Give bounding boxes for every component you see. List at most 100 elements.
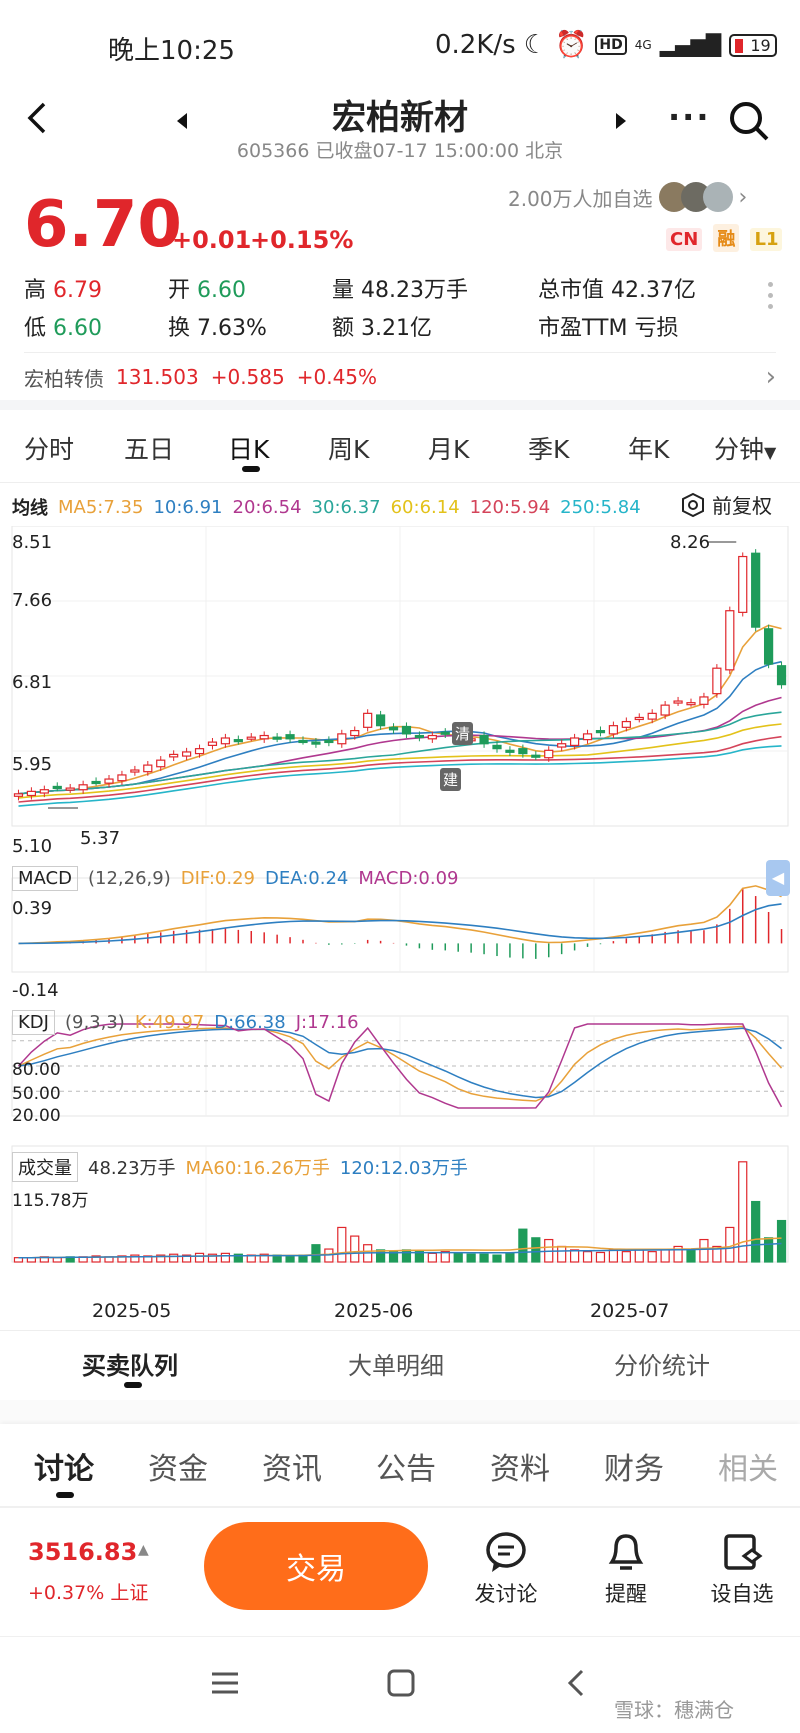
back-nav-icon[interactable] [566, 1668, 586, 1702]
trade-button[interactable]: 交易 [204, 1522, 428, 1610]
tab-announcements[interactable]: 公告 [376, 1452, 436, 1487]
tab-minute[interactable]: 分钟▼ [714, 435, 777, 464]
ma-20: 20:6.54 [232, 496, 302, 518]
add-watchlist-button[interactable]: 设自选 [706, 1530, 778, 1608]
last-price: 6.70 [24, 188, 182, 262]
volume-bar [582, 1251, 593, 1263]
hd-icon: HD [595, 35, 627, 55]
volume-ma120-line [18, 1242, 782, 1259]
candle-body [156, 759, 166, 768]
candle-body [207, 741, 218, 746]
candle-body [233, 739, 243, 743]
volume-bar [130, 1254, 140, 1263]
collapse-panel-icon[interactable]: ◀ [766, 860, 790, 896]
volume-bar [207, 1253, 218, 1263]
tab-related[interactable]: 相关 [718, 1452, 778, 1487]
stock-subtitle: 605366 已收盘07-17 15:00:00 北京 [236, 140, 564, 162]
candle-body [272, 736, 282, 740]
macd-params: (12,26,9) [87, 868, 171, 889]
follower-avatars [658, 182, 733, 212]
candle-body [375, 714, 386, 727]
tab-intraday[interactable]: 分时 [24, 435, 75, 464]
post-discussion-button[interactable]: 发讨论 [470, 1530, 542, 1608]
candle-body [660, 704, 670, 716]
candle-body [699, 696, 709, 705]
x-tick: 2025-07 [590, 1300, 670, 1322]
volume-bar [401, 1249, 412, 1263]
kdj-params: (9,3,3) [64, 1012, 125, 1033]
candle-body [479, 734, 489, 745]
tab-yearly-k[interactable]: 年K [628, 435, 670, 464]
bond-row[interactable]: 宏柏转债 131.503 +0.585 +0.45% › [24, 362, 776, 392]
volume-bar [738, 1161, 748, 1263]
candle-body [298, 739, 308, 744]
candle-body [621, 720, 631, 728]
bell-icon [608, 1534, 644, 1570]
volume-bar [776, 1219, 787, 1263]
search-icon[interactable] [728, 100, 772, 148]
candle-body [104, 778, 114, 784]
tab-capital[interactable]: 资金 [148, 1452, 208, 1487]
volume-bar [194, 1252, 205, 1263]
prev-stock-icon[interactable] [175, 112, 189, 134]
tab-profile[interactable]: 资料 [490, 1452, 550, 1487]
tab-order-queue[interactable]: 买卖队列 [82, 1352, 178, 1380]
tab-daily-k[interactable]: 日K [228, 435, 270, 464]
volume-bar [375, 1249, 386, 1263]
tab-discussion[interactable]: 讨论 [34, 1452, 94, 1487]
macd-y-tick: 0.39 [12, 898, 53, 919]
more-icon[interactable]: ··· [668, 98, 711, 136]
volume-bar [531, 1237, 541, 1263]
next-stock-icon[interactable] [614, 112, 628, 134]
candle-body [285, 734, 295, 740]
chevron-right-icon: › [738, 184, 748, 210]
home-nav-icon[interactable] [386, 1668, 416, 1702]
stat-low: 低 6.60 [24, 316, 102, 341]
candle-body [246, 736, 256, 740]
ma-title: 均线 [12, 498, 48, 519]
tab-five-day[interactable]: 五日 [124, 435, 175, 464]
bond-change: +0.585 [210, 365, 285, 389]
menu-nav-icon[interactable] [210, 1668, 240, 1702]
price-change: +0.01 [172, 226, 252, 254]
volume-bar [621, 1251, 631, 1263]
marker-jian[interactable]: 建 [440, 768, 462, 791]
active-tab-indicator [242, 466, 260, 472]
alert-button[interactable]: 提醒 [596, 1530, 656, 1608]
ma-line [18, 660, 782, 795]
followers-row[interactable]: 2.00万人加自选 › [508, 182, 747, 212]
dea-line [18, 903, 782, 945]
marker-qing[interactable]: 清 [452, 722, 474, 745]
volume-bar [763, 1237, 774, 1263]
index-value[interactable]: 3516.83 [28, 1538, 138, 1566]
tab-news[interactable]: 资讯 [262, 1452, 322, 1487]
expand-dots-icon[interactable] [768, 282, 774, 309]
candle-body [220, 737, 231, 745]
kdj-y-tick: 20.00 [12, 1106, 61, 1126]
candle-body [712, 667, 722, 695]
tab-financials[interactable]: 财务 [604, 1452, 664, 1487]
back-icon[interactable] [22, 98, 52, 138]
tab-quarterly-k[interactable]: 季K [528, 435, 570, 464]
volume-bar [91, 1255, 101, 1263]
volume-title[interactable]: 成交量 [12, 1152, 78, 1182]
volume-bar [350, 1235, 360, 1263]
volume-bar [699, 1238, 709, 1263]
tab-price-stats[interactable]: 分价统计 [614, 1352, 710, 1380]
settings-hex-icon [682, 492, 704, 517]
y-tick: 7.66 [12, 590, 53, 611]
candle-body [673, 700, 683, 704]
kline-chart[interactable] [0, 526, 800, 1326]
price-change-pct: +0.15% [250, 226, 354, 254]
macd-title[interactable]: MACD [12, 866, 78, 891]
tag-l1: L1 [750, 228, 783, 251]
tab-monthly-k[interactable]: 月K [428, 435, 470, 464]
kdj-title[interactable]: KDJ [12, 1010, 55, 1035]
candle-body [569, 737, 580, 746]
tab-weekly-k[interactable]: 周K [328, 435, 370, 464]
candle-body [440, 731, 450, 735]
adjust-toggle[interactable]: 前复权 [680, 490, 772, 519]
tab-large-orders[interactable]: 大单明细 [348, 1352, 444, 1380]
volume-bar [117, 1255, 127, 1263]
macd-y-tick: -0.14 [12, 980, 59, 1001]
